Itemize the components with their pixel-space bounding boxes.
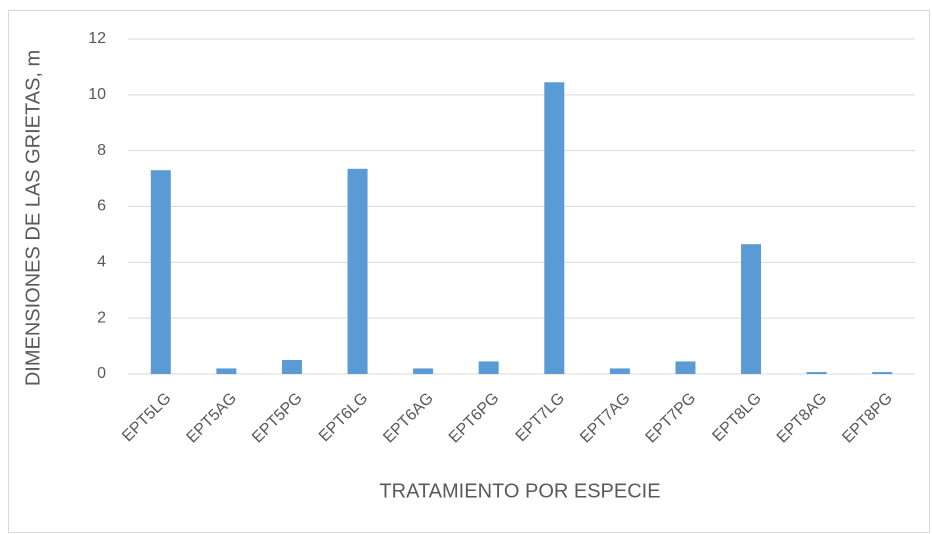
x-tick-label: EPT7AG [577,390,634,447]
bar [609,368,630,374]
bar [544,82,565,374]
x-tick-label: EPT7LG [513,390,568,445]
x-tick-label: EPT7PG [643,390,700,447]
bar [413,368,434,374]
bar [872,372,893,374]
bar [216,368,237,374]
x-tick-label: EPT6PG [446,390,503,447]
bar [347,168,368,374]
y-axis-title: DIMENSIONES DE LAS GRIETAS, m [22,50,44,386]
x-tick-label: EPT8LG [709,390,764,445]
y-tick-label: 6 [97,198,106,215]
x-tick-label: EPT6AG [380,390,437,447]
x-tick-label: EPT8AG [774,390,831,447]
bar [281,360,302,374]
bar [741,244,762,374]
y-tick-label: 12 [88,30,106,47]
x-tick-label: EPT5AG [184,390,241,447]
bar [150,170,171,374]
bar [675,361,696,374]
y-tick-label: 2 [97,309,106,326]
y-tick-label: 8 [97,142,106,159]
x-tick-label: EPT5LG [119,390,174,445]
y-tick-label: 10 [88,86,106,103]
x-axis-title: TRATAMIENTO POR ESPECIE [379,480,660,502]
chart-frame [8,10,930,533]
x-tick-label: EPT5PG [249,390,306,447]
bar [806,372,827,374]
y-tick-label: 4 [97,254,106,271]
x-tick-label: EPT8PG [839,390,896,447]
y-tick-label: 0 [97,365,106,382]
x-tick-label: EPT6LG [316,390,371,445]
bar [478,361,499,374]
